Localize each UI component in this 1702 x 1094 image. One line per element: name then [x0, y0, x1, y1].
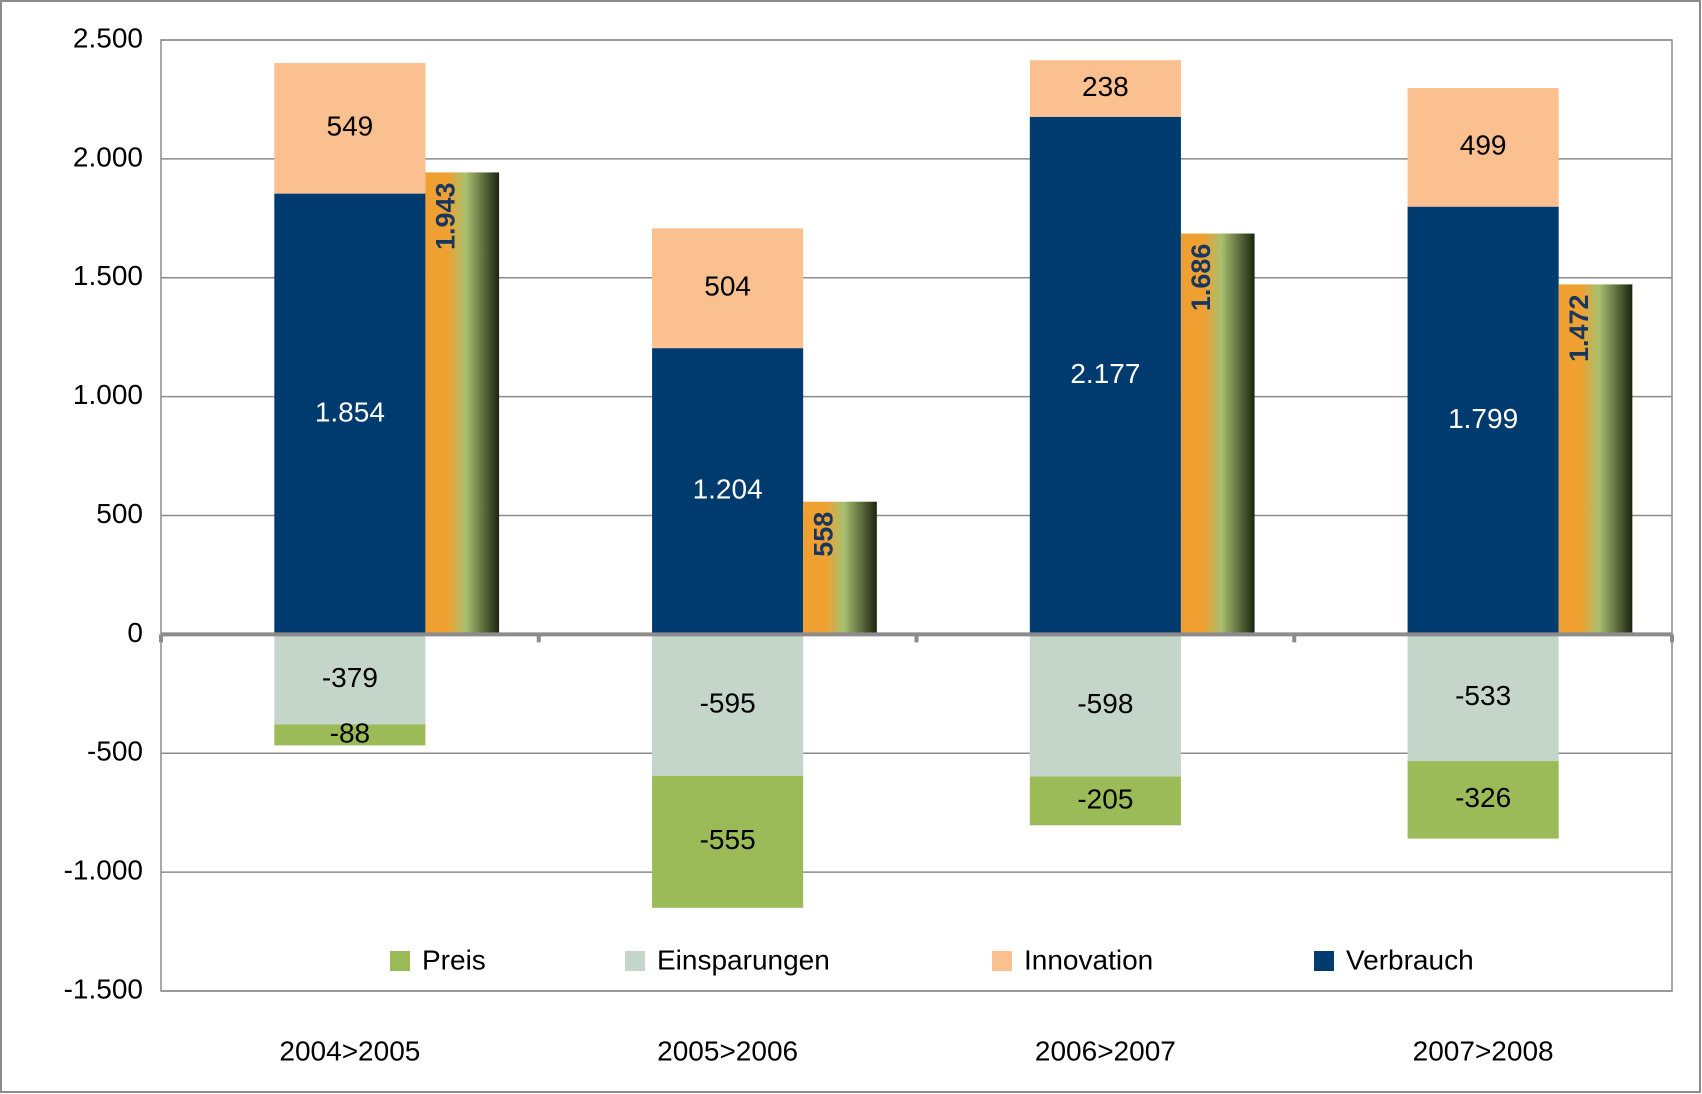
- bar-segment: [1407, 88, 1559, 207]
- value-label: -555: [700, 824, 756, 855]
- legend-label: Innovation: [1024, 944, 1153, 975]
- y-tick-label: 1.500: [73, 260, 143, 291]
- value-label: -379: [322, 662, 378, 693]
- value-label: -326: [1455, 782, 1511, 813]
- value-label: 1.799: [1448, 403, 1518, 434]
- legend-swatch: [1314, 951, 1334, 971]
- net-value-label: 1.943: [431, 182, 461, 250]
- net-bar: [803, 501, 877, 635]
- bar-segment: [1029, 116, 1181, 635]
- net-bar: [1180, 233, 1255, 635]
- y-tick-label: 0: [127, 617, 143, 648]
- value-label: 549: [327, 111, 374, 142]
- net-bar: [1558, 284, 1633, 635]
- legend-label: Preis: [422, 944, 486, 975]
- value-label: -88: [330, 717, 370, 748]
- net-value-label: 1.686: [1186, 244, 1216, 312]
- x-tick-label: 2006>2007: [1035, 1035, 1176, 1066]
- bar-segment: [1029, 60, 1181, 117]
- bar-segment: [1029, 634, 1181, 777]
- y-tick-label: -500: [87, 736, 143, 767]
- value-label: 238: [1082, 71, 1129, 102]
- value-label: 1.854: [315, 396, 385, 427]
- bar-segment: [274, 634, 426, 725]
- bar-segment: [652, 775, 804, 908]
- net-value-label: 1.472: [1564, 294, 1594, 362]
- value-label: -533: [1455, 680, 1511, 711]
- value-label: -595: [700, 687, 756, 718]
- legend-swatch: [992, 951, 1012, 971]
- net-bar: [425, 172, 500, 635]
- y-tick-label: 2.000: [73, 141, 143, 172]
- y-tick-label: 1.000: [73, 379, 143, 410]
- value-label: -598: [1077, 688, 1133, 719]
- y-tick-label: -1.000: [64, 855, 143, 886]
- net-value-label: 558: [808, 512, 838, 557]
- y-tick-label: 500: [96, 498, 143, 529]
- value-label: -205: [1077, 783, 1133, 814]
- bar-segment: [652, 228, 804, 349]
- value-label: 504: [704, 271, 751, 302]
- bar-segment: [274, 63, 426, 194]
- value-label: 499: [1460, 130, 1507, 161]
- legend-swatch: [390, 951, 410, 971]
- legend-label: Verbrauch: [1346, 944, 1474, 975]
- x-tick-label: 2005>2006: [657, 1035, 798, 1066]
- y-tick-label: 2.500: [73, 22, 143, 53]
- value-label: 2.177: [1070, 358, 1140, 389]
- value-label: 1.204: [693, 474, 763, 505]
- bar-segment: [1407, 634, 1559, 762]
- bar-segment: [652, 634, 804, 776]
- x-tick-label: 2004>2005: [279, 1035, 420, 1066]
- y-tick-label: -1.500: [64, 973, 143, 1004]
- bar-segment: [1407, 761, 1559, 839]
- x-tick-label: 2007>2008: [1413, 1035, 1554, 1066]
- legend-label: Einsparungen: [657, 944, 830, 975]
- bar-segment: [1029, 776, 1181, 826]
- bar-segment: [1407, 206, 1559, 635]
- bar-segment: [274, 193, 426, 635]
- bar-segment: [652, 348, 804, 635]
- legend-swatch: [625, 951, 645, 971]
- bar-segment: [274, 724, 426, 746]
